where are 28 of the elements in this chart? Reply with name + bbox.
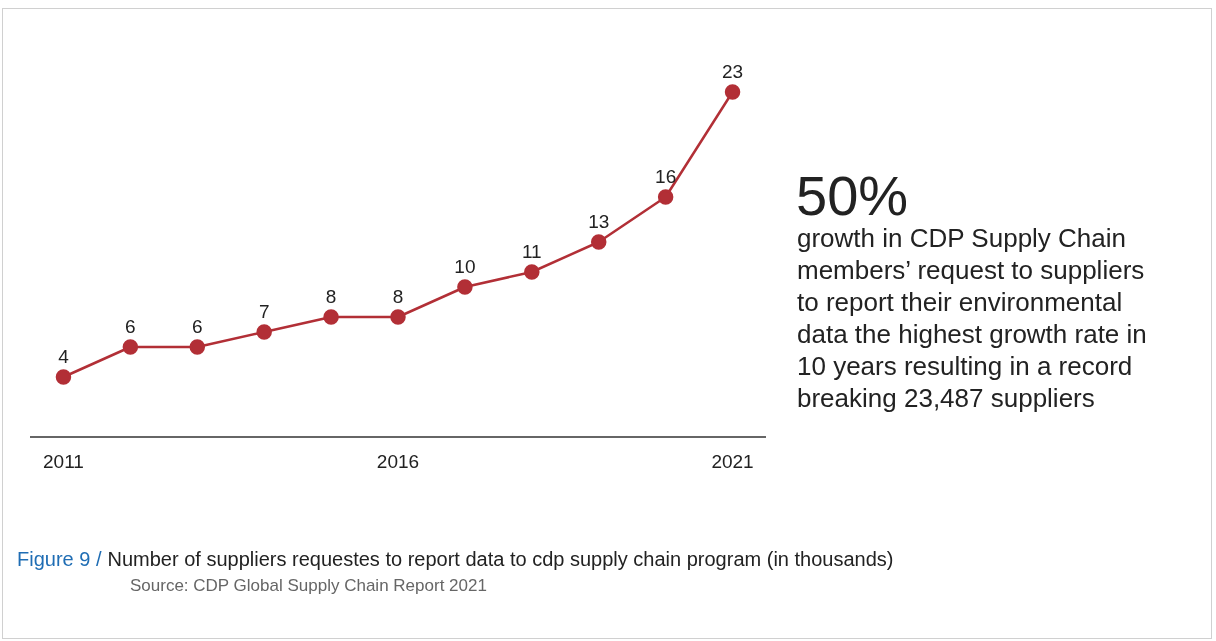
x-tick-label: 2011	[43, 451, 84, 473]
source-note: Source: CDP Global Supply Chain Report 2021	[130, 576, 487, 596]
point	[256, 324, 272, 340]
caption: Figure 9 /	[17, 548, 102, 570]
data-label: 6	[125, 316, 136, 337]
data-label: 7	[258, 301, 270, 322]
point	[390, 309, 406, 325]
data-label: 16	[655, 166, 677, 187]
data-label: 23	[721, 61, 744, 82]
x-tick-label: 2021	[711, 451, 754, 473]
point	[590, 234, 607, 250]
data-label: 13	[588, 211, 610, 232]
data-label: 10	[454, 256, 476, 277]
point	[524, 264, 540, 280]
point	[323, 309, 339, 325]
point	[724, 84, 741, 100]
point	[657, 189, 674, 205]
point	[122, 339, 139, 355]
data-label: 8	[325, 286, 337, 307]
text: Number of suppliers requestes to report data to cdp supply chain program (in thousands)	[107, 548, 894, 570]
x-tick-label: 2016	[376, 451, 420, 473]
point	[55, 369, 72, 385]
data-label: 6	[191, 316, 203, 337]
data-label: 4	[58, 346, 70, 367]
point	[457, 279, 473, 295]
point	[189, 339, 206, 355]
data-label: 11	[521, 241, 542, 262]
data-label: 8	[392, 286, 404, 307]
